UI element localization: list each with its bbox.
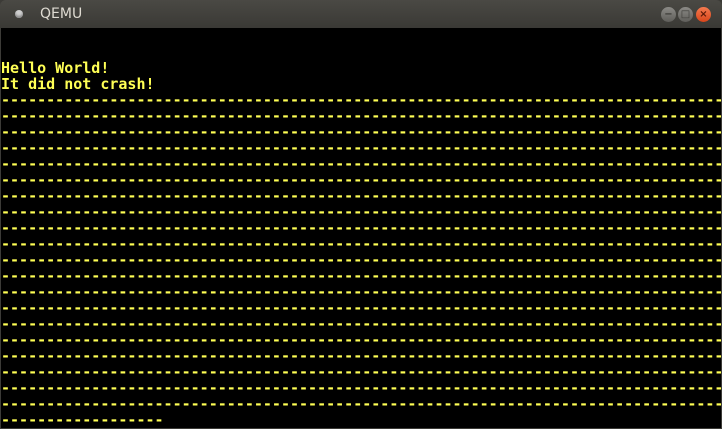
console-line <box>1 44 721 60</box>
console-line: ----------------------------------------… <box>1 315 721 333</box>
console-line: Hello World! <box>1 59 110 77</box>
console-line: ----------------------------------------… <box>1 331 721 349</box>
vm-display[interactable]: Hello World! It did not crash! -----------… <box>1 28 721 428</box>
console-line: ----------------------------------------… <box>1 235 721 253</box>
console-line: ----------------------------------------… <box>1 299 721 317</box>
console-line: ----------------------------------------… <box>1 187 721 205</box>
console-line: ----------------------------------------… <box>1 123 721 141</box>
console-line: ----------------------------------------… <box>1 379 721 397</box>
console-line <box>1 28 721 44</box>
window-title: QEMU <box>40 6 83 22</box>
console-line: ----------------------------------------… <box>1 171 721 189</box>
console-line: ----------------------------------------… <box>1 107 721 125</box>
console-line: ----------------------------------------… <box>1 267 721 285</box>
console-line: ----------------------------------------… <box>1 139 721 157</box>
close-button[interactable]: × <box>696 7 711 22</box>
console-line: ----------------------------------------… <box>1 91 721 109</box>
console-line: ----------------------------------------… <box>1 395 721 413</box>
window-menu-icon[interactable] <box>15 10 23 18</box>
console-line: ----------------------------------------… <box>1 219 721 237</box>
maximize-button[interactable]: □ <box>678 7 693 22</box>
console-line: It did not crash! <box>1 75 155 93</box>
console-line: ----------------------------------------… <box>1 347 721 365</box>
console-line: ----------------------------------------… <box>1 283 721 301</box>
console-line: ----------------------------------------… <box>1 203 721 221</box>
title-bar[interactable]: QEMU − □ × <box>0 0 722 28</box>
minimize-button[interactable]: − <box>661 7 676 22</box>
console-line: ----------------------------------------… <box>1 155 721 173</box>
console-line: ------------------ <box>1 411 164 428</box>
console-line: ----------------------------------------… <box>1 363 721 381</box>
console-line: ----------------------------------------… <box>1 251 721 269</box>
